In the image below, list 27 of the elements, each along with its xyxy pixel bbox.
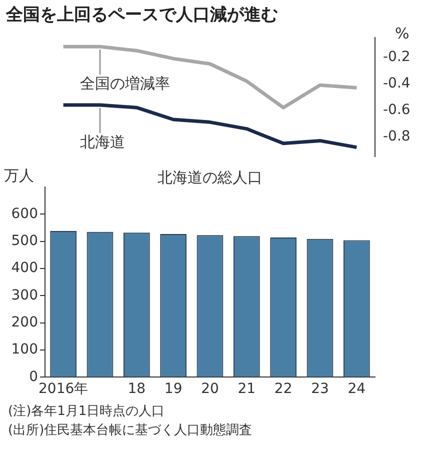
y-axis-title: 万人 — [4, 166, 34, 184]
y-tick-label: 100 — [11, 342, 38, 358]
text: (注)各年1月1日時点の人口 — [7, 403, 166, 421]
x-tick-label: 18 — [128, 381, 146, 398]
series-label: 全国の増減率 — [80, 74, 170, 93]
y-tick-label: -0.2 — [383, 48, 410, 65]
y-tick-label: -0.8 — [383, 128, 410, 144]
series-label: 北海道 — [80, 132, 125, 151]
chart-title: 全国を上回るペースで人口減が進む — [6, 5, 278, 25]
x-tick-label: 24 — [348, 381, 366, 398]
x-tick-label: 21 — [238, 381, 256, 398]
y-axis-title: % — [395, 24, 410, 42]
y-tick-label: 500 — [11, 232, 38, 249]
y-tick-label: 0 — [29, 368, 38, 385]
x-tick-label: 2016年 — [38, 381, 88, 398]
y-tick-label: -0.4 — [383, 75, 410, 92]
x-tick-label: 23 — [311, 381, 329, 398]
y-tick-label: 600 — [11, 206, 38, 222]
chart-title: 北海道の総人口 — [158, 168, 262, 186]
x-tick-label: 19 — [164, 381, 182, 398]
y-tick-label: 200 — [11, 314, 38, 330]
text: (出所)住民基本台帳に基づく人口動態調査 — [7, 422, 254, 440]
x-tick-label: 22 — [274, 381, 292, 398]
x-tick-label: 20 — [201, 381, 219, 398]
y-tick-label: -0.6 — [383, 102, 410, 118]
y-tick-label: 400 — [11, 260, 38, 276]
y-tick-label: 300 — [11, 287, 38, 304]
